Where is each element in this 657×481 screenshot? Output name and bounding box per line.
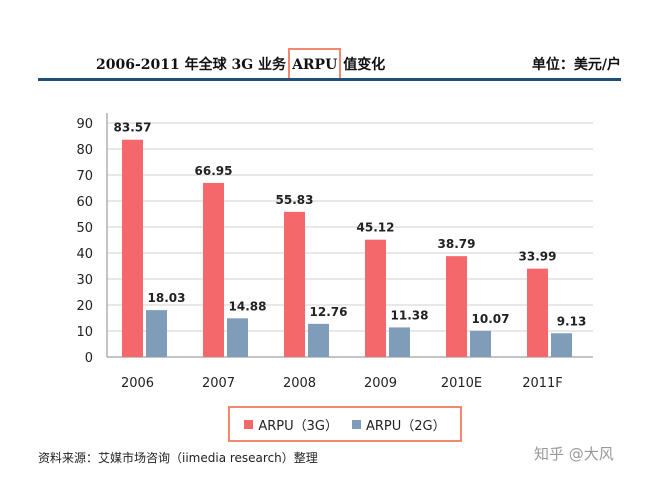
bar-2g: [551, 333, 572, 357]
bar-3g: [203, 182, 224, 357]
chart-title: 2006-2011 年全球 3G 业务 ARPU 值变化: [96, 48, 386, 81]
y-tick-label: 60: [76, 195, 93, 210]
data-label-2g: 18.03: [148, 291, 186, 305]
bar-3g: [527, 268, 548, 357]
legend-swatch-2g: [352, 419, 361, 429]
chart-header: 2006-2011 年全球 3G 业务 ARPU 值变化 单位：美元/户: [0, 0, 657, 81]
bar-2g: [389, 327, 410, 357]
data-label-2g: 14.88: [229, 299, 267, 313]
y-tick-label: 30: [76, 273, 93, 288]
source-note: 资料来源：艾媒市场咨询（iimedia research）整理: [38, 451, 318, 465]
legend-item-2g: ARPU（2G）: [352, 415, 446, 434]
y-tick-label: 20: [76, 299, 93, 314]
data-label-2g: 12.76: [310, 305, 348, 319]
data-label-2g: 10.07: [472, 312, 510, 326]
y-tick-label: 0: [85, 351, 93, 366]
data-label-3g: 55.83: [276, 193, 314, 207]
data-label-3g: 38.79: [438, 237, 476, 251]
legend: ARPU（3G） ARPU（2G）: [228, 406, 462, 442]
x-tick-label: 2008: [283, 376, 316, 391]
x-tick-label: 2010E: [441, 376, 482, 391]
bar-3g: [446, 256, 467, 357]
bar-3g: [284, 211, 305, 357]
y-tick-label: 10: [76, 325, 93, 340]
legend-swatch-3g: [244, 419, 254, 429]
bar-2g: [227, 318, 248, 357]
bar-2g: [308, 323, 329, 357]
y-tick-label: 50: [76, 221, 93, 236]
bar-3g: [365, 239, 386, 357]
data-label-3g: 66.95: [195, 164, 233, 178]
x-tick-label: 2011F: [522, 376, 563, 391]
header-rule: [38, 78, 621, 81]
legend-label-2g: ARPU（2G）: [366, 418, 446, 434]
data-label-2g: 11.38: [391, 308, 429, 322]
bar-2g: [470, 330, 491, 357]
y-tick-label: 40: [76, 247, 93, 262]
data-label-3g: 45.12: [357, 221, 395, 235]
title-highlight-box: ARPU: [288, 48, 342, 81]
legend-label-3g: ARPU（3G）: [258, 418, 338, 434]
bar-chart: 0 10 20 30 40 50 60 70 80 90 83.57 18.03 2006 66.95 14…: [76, 113, 593, 391]
data-label-3g: 33.99: [519, 250, 557, 264]
y-tick-label: 70: [76, 169, 93, 184]
title-highlight: ARPU: [292, 57, 338, 73]
x-tick-label: 2009: [364, 376, 397, 391]
title-before: 2006-2011 年全球 3G 业务: [96, 57, 287, 73]
y-tick-label: 90: [76, 117, 93, 132]
x-tick-label: 2006: [121, 376, 154, 391]
y-tick-label: 80: [76, 143, 93, 158]
watermark: 知乎 @大风: [534, 445, 614, 463]
bar-2g: [146, 310, 167, 357]
legend-item-3g: ARPU（3G）: [244, 415, 338, 434]
title-after: 值变化: [343, 57, 386, 73]
bar-3g: [122, 139, 143, 357]
data-label-3g: 83.57: [114, 121, 152, 135]
x-tick-label: 2007: [202, 376, 235, 391]
unit-label: 单位：美元/户: [531, 57, 621, 73]
data-label-2g: 9.13: [557, 314, 587, 328]
